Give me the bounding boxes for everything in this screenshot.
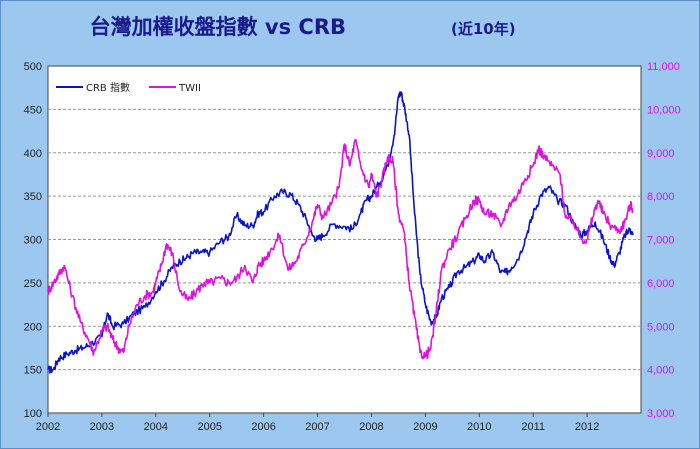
x-axis-ticks: 2002 2003 2004 2005 2006 2007 2008 2009 2010 2011… — [36, 413, 599, 433]
chart-subtitle: (近10年) — [451, 20, 516, 38]
grid-lines — [48, 108, 641, 371]
x-tick-label: 2012 — [575, 421, 599, 433]
left-tick-label: 350 — [24, 191, 42, 203]
legend: CRB 指數 TWII — [56, 81, 201, 94]
right-tick-label: 7,000 — [647, 235, 675, 247]
legend-label: TWII — [178, 83, 201, 94]
x-tick-label: 2010 — [467, 421, 491, 433]
right-tick-label: 3,000 — [647, 408, 675, 420]
x-tick-label: 2004 — [144, 421, 168, 433]
right-tick-label: 9,000 — [647, 148, 675, 160]
crb-series-line — [47, 91, 634, 374]
right-tick-label: 4,000 — [647, 365, 675, 377]
chart-title: 台灣加權收盤指數 vs CRB — [90, 15, 346, 39]
legend-item-twii: TWII — [149, 83, 201, 94]
right-tick-label: 6,000 — [647, 278, 675, 290]
left-tick-label: 150 — [24, 365, 42, 377]
twii-series-line — [47, 138, 634, 360]
x-tick-label: 2007 — [305, 421, 329, 433]
x-tick-label: 2008 — [359, 421, 383, 433]
x-tick-label: 2006 — [251, 421, 275, 433]
left-tick-label: 100 — [24, 408, 42, 420]
x-tick-label: 2005 — [197, 421, 221, 433]
left-axis-ticks: 100 150 200 250 300 350 400 450 500 — [24, 61, 42, 420]
x-tick-label: 2009 — [413, 421, 437, 433]
legend-item-crb: CRB 指數 — [56, 81, 130, 94]
x-tick-label: 2011 — [521, 421, 545, 433]
right-axis-ticks: 3,000 4,000 5,000 6,000 7,000 8,000 9,000 10,00… — [647, 61, 681, 420]
right-tick-label: 10,000 — [647, 104, 681, 116]
legend-label: CRB 指數 — [86, 81, 130, 94]
right-tick-label: 11,000 — [647, 61, 680, 73]
right-tick-label: 8,000 — [647, 191, 675, 203]
left-tick-label: 500 — [24, 61, 42, 73]
right-tick-label: 5,000 — [647, 321, 675, 333]
left-tick-label: 450 — [24, 104, 42, 116]
left-tick-label: 200 — [24, 321, 42, 333]
left-tick-label: 400 — [24, 148, 42, 160]
x-tick-label: 2003 — [90, 421, 114, 433]
x-tick-label: 2002 — [36, 421, 60, 433]
left-tick-label: 300 — [24, 235, 42, 247]
left-tick-label: 250 — [24, 278, 42, 290]
series-lines — [47, 91, 634, 374]
